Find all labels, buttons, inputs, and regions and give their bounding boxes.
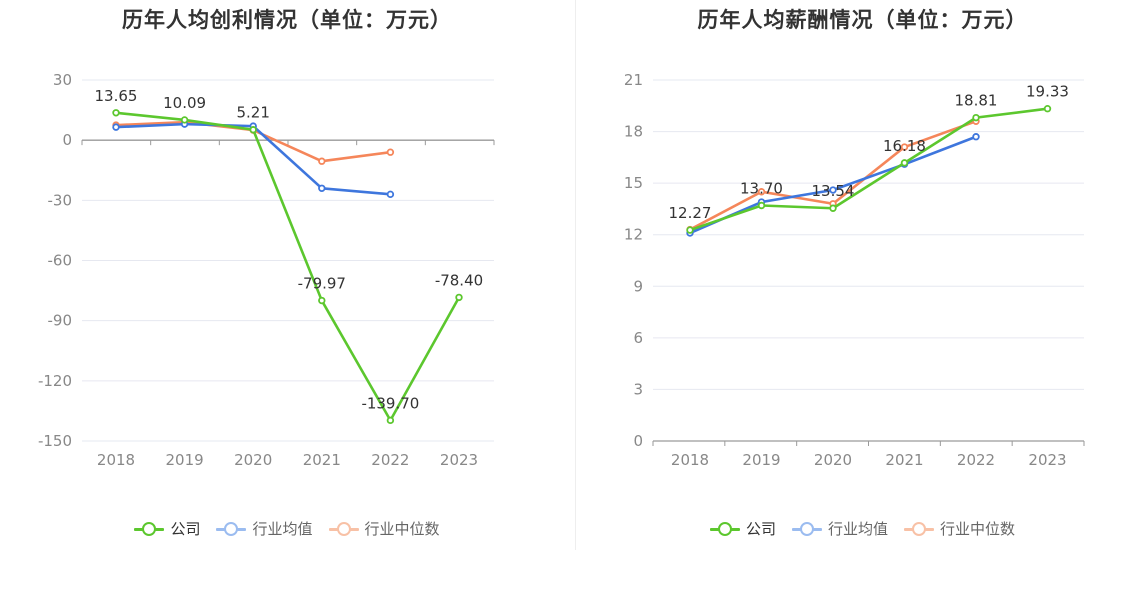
x-tick-label: 2021	[303, 451, 341, 469]
data-point	[686, 226, 694, 234]
data-point	[249, 126, 257, 134]
legend-item-industry-mean[interactable]: 行业均值	[216, 518, 313, 539]
chart-title: 历年人均薪酬情况（单位：万元）	[697, 8, 1028, 32]
x-tick-label: 2022	[957, 451, 995, 469]
data-point	[757, 188, 766, 196]
salary-line-chart: 21 18 15 12 9 6 3 0 2018 2019 2020 2021 2022 2023 12.2…	[624, 71, 1085, 469]
legend-item-company[interactable]: 公司	[709, 518, 776, 539]
legend-label: 公司	[170, 520, 201, 538]
data-label: 13.70	[740, 179, 783, 197]
legend-item-industry-median[interactable]: 行业中位数	[328, 518, 440, 539]
x-tick-label: 2020	[814, 451, 852, 469]
legend-item-company[interactable]: 公司	[134, 518, 200, 539]
data-point	[757, 201, 766, 210]
data-point	[972, 133, 980, 141]
data-point	[829, 186, 837, 194]
data-point	[318, 184, 326, 192]
chart-title: 历年人均创利情况（单位：万元）	[122, 8, 452, 32]
y-tick-label: 9	[633, 277, 643, 295]
x-tick-label: 2021	[885, 451, 923, 469]
x-tick-label: 2023	[1028, 451, 1066, 469]
legend-label: 行业均值	[827, 520, 888, 538]
data-point	[180, 116, 189, 124]
x-tick-label: 2019	[166, 451, 204, 469]
x-tick-label: 2018	[671, 451, 709, 469]
x-tick-label: 2019	[742, 451, 780, 469]
x-tick-label: 2022	[371, 451, 409, 469]
legend-label: 行业均值	[252, 520, 313, 538]
y-tick-label: 0	[633, 432, 643, 450]
data-point	[318, 296, 326, 305]
y-tick-label: 12	[624, 226, 643, 244]
data-label: 13.54	[812, 182, 855, 200]
series-line	[689, 107, 1048, 232]
x-tick-label: 2023	[440, 451, 478, 469]
x-tick-label: 2018	[97, 451, 135, 469]
data-point	[972, 113, 980, 122]
data-label: 18.81	[955, 92, 998, 110]
data-point	[829, 204, 837, 212]
data-point	[386, 190, 395, 199]
data-point	[112, 123, 120, 131]
data-point	[900, 143, 909, 151]
chart-legend: 公司 行业均值 行业中位数	[577, 518, 1148, 539]
data-label: 13.65	[95, 87, 138, 105]
data-point	[900, 159, 909, 167]
data-point	[112, 109, 120, 117]
data-label: -79.97	[298, 275, 346, 293]
legend-label: 公司	[745, 520, 776, 538]
legend-line-circle-icon	[709, 521, 740, 536]
legend-label: 行业中位数	[940, 520, 1016, 538]
y-tick-label: -60	[48, 252, 73, 270]
data-label: 10.09	[163, 94, 206, 112]
x-tick-label: 2020	[234, 451, 272, 469]
data-point	[386, 416, 395, 425]
y-tick-label: 3	[633, 380, 643, 398]
legend-item-industry-mean[interactable]: 行业均值	[791, 518, 888, 539]
panel-divider	[575, 0, 576, 550]
data-label: 12.27	[669, 204, 712, 222]
data-label: 19.33	[1026, 83, 1069, 101]
legend-item-industry-median[interactable]: 行业中位数	[904, 518, 1015, 539]
y-tick-label: -90	[48, 312, 73, 330]
y-tick-label: 15	[624, 174, 643, 192]
y-tick-label: -30	[48, 191, 73, 209]
legend-line-circle-icon	[134, 521, 165, 536]
salary-chart-panel: 历年人均薪酬情况（单位：万元） 21 18 15 12 9 6 3 0 2018 2019 2020…	[577, 0, 1148, 589]
legend-line-circle-icon	[328, 521, 359, 536]
y-tick-label: 0	[62, 131, 72, 149]
data-label: 16.18	[883, 137, 926, 155]
y-tick-label: -150	[38, 432, 72, 450]
data-label: -139.70	[361, 394, 419, 412]
y-tick-label: 18	[624, 123, 643, 141]
data-point	[386, 148, 395, 156]
y-tick-label: 21	[624, 71, 643, 89]
data-label: 5.21	[236, 104, 269, 122]
data-label: -78.40	[435, 271, 483, 289]
legend-line-circle-icon	[791, 521, 822, 536]
profit-line-chart: 30 0 -30 -60 -90 -120 -150 2018 2019 2020 2021 2022…	[38, 71, 495, 469]
legend-line-circle-icon	[216, 521, 247, 536]
series-line	[115, 122, 391, 196]
y-tick-label: 30	[53, 71, 72, 89]
chart-legend: 公司 行业均值 行业中位数	[0, 518, 574, 539]
series-line	[115, 111, 461, 422]
data-point	[1043, 105, 1052, 113]
legend-line-circle-icon	[904, 521, 934, 536]
legend-label: 行业中位数	[364, 520, 440, 538]
data-point	[455, 293, 463, 302]
profit-chart-panel: 历年人均创利情况（单位：万元） 30 0 -30 -60 -90 -120 -150 2018…	[0, 8, 574, 539]
data-point	[318, 157, 326, 165]
y-tick-label: -120	[38, 372, 72, 390]
y-tick-label: 6	[633, 329, 643, 347]
